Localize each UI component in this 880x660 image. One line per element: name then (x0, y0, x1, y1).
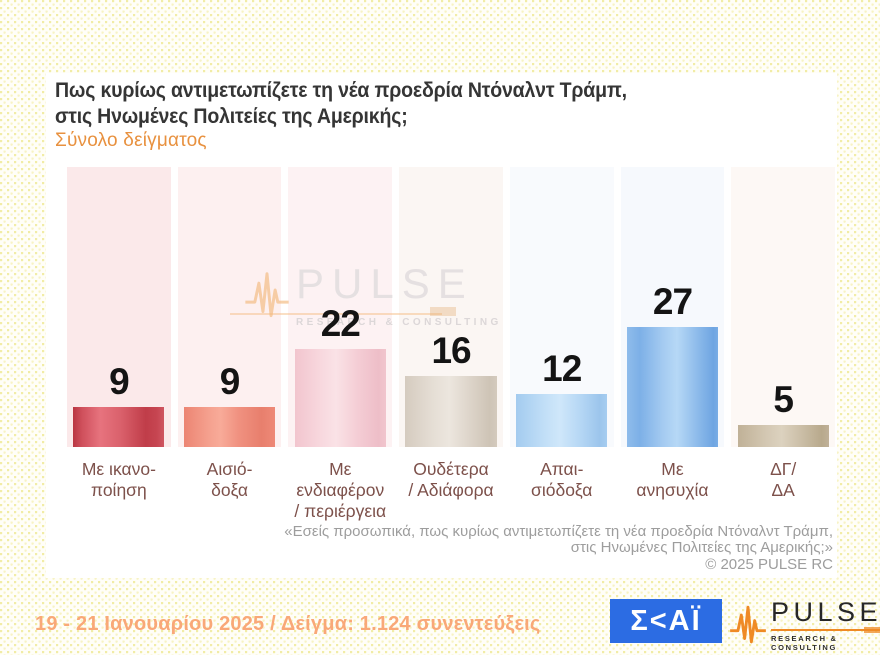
category-label: Με ενδιαφέρον / περιέργεια (294, 459, 387, 521)
bar-column: 9 (177, 167, 282, 447)
bar-value-label: 27 (652, 281, 693, 322)
bar-value-label: 12 (542, 348, 582, 389)
watermark-text: PULSE RESEARCH & CONSULTING (296, 260, 502, 329)
bar-column: 27 (620, 167, 725, 447)
bar-column: 5 (731, 167, 836, 447)
bar-value-label: 22 (320, 303, 361, 344)
category-label: Με ανησυχία (636, 459, 709, 500)
bar (73, 407, 165, 447)
bar (405, 376, 497, 447)
pulse-logo-text: PULSE RESEARCH & CONSULTING (771, 599, 880, 652)
footnote-quote-line2: στις Ηνωμένες Πολιτείες της Αμερικής;» (570, 539, 833, 556)
watermark-orange-line (230, 313, 442, 315)
fieldwork-info: 19 - 21 Ιανουαρίου 2025 / Δείγμα: 1.124 … (35, 613, 541, 635)
bar-column: 9 (67, 167, 171, 447)
bar (183, 407, 276, 447)
category-label: Αισιό-δοξα (206, 459, 253, 500)
skai-logo: Σ<ΑΪ (610, 599, 722, 643)
pulse-logo-divider (771, 627, 880, 633)
bar-value-label: 5 (773, 379, 794, 420)
category-label: ΔΓ/ΔΑ (770, 459, 797, 500)
copyright: © 2025 PULSE RC (705, 555, 833, 573)
bar-column: 12 (509, 167, 614, 447)
bar (626, 327, 719, 447)
pulse-watermark: PULSE RESEARCH & CONSULTING (230, 260, 502, 330)
category-label: Με ικανο-ποίηση (81, 459, 156, 500)
plot-area: 9 9 22 16 12 27 5 (67, 167, 836, 447)
bar-column: 22 (288, 167, 393, 447)
bar-value-label: 9 (109, 361, 130, 402)
watermark-orange-blob (430, 307, 456, 316)
bar (737, 425, 829, 447)
footnote: «Εσείς προσωπικά, πως κυρίως αντιμετωπίζ… (284, 522, 833, 574)
chart-title-line2: στις Ηνωμένες Πολιτείες της Αμερικής; (55, 105, 408, 128)
category-label: Ουδέτερα / Αδιάφορα (408, 459, 494, 500)
pulse-heartbeat-icon (244, 263, 290, 330)
pulse-logo-tagline: RESEARCH & CONSULTING (771, 634, 838, 652)
watermark-tagline: RESEARCH & CONSULTING (296, 317, 502, 328)
bar (294, 349, 386, 447)
pulse-logo-brand: PULSE (771, 597, 880, 627)
bar-column: 16 (399, 167, 503, 447)
watermark-brand: PULSE (296, 260, 474, 307)
category-label: Απαι-σιόδοξα (531, 459, 593, 500)
pulse-heartbeat-icon (729, 599, 767, 654)
chart-title-line1: Πως κυρίως αντιμετωπίζετε τη νέα προεδρί… (55, 79, 627, 102)
bar-value-label: 9 (219, 361, 241, 402)
chart-subtitle: Σύνολο δείγματος (55, 130, 207, 151)
skai-logo-text: Σ<ΑΪ (630, 604, 702, 637)
chart-title: Πως κυρίως αντιμετωπίζετε τη νέα προεδρί… (55, 78, 627, 130)
chart-card: Πως κυρίως αντιμετωπίζετε τη νέα προεδρί… (46, 73, 837, 578)
bar (516, 394, 608, 447)
footnote-quote-line1: «Εσείς προσωπικά, πως κυρίως αντιμετωπίζ… (284, 522, 833, 540)
pulse-logo: PULSE RESEARCH & CONSULTING (729, 599, 880, 654)
bar-value-label: 16 (431, 330, 471, 371)
bar-columns: 9 9 22 16 12 27 5 (67, 167, 836, 447)
category-labels: Με ικανο-ποίηση Αισιό-δοξα Με ενδιαφέρον / … (67, 459, 835, 522)
bottom-white-strip (0, 655, 880, 660)
